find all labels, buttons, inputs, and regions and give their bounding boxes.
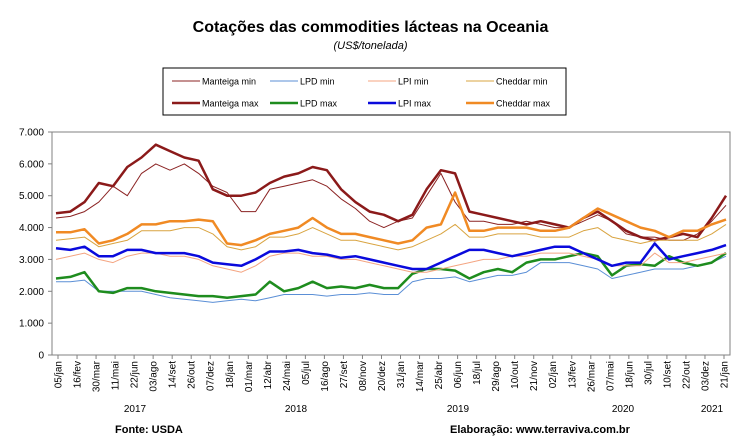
x-tick-label: 06/jun bbox=[453, 361, 464, 388]
x-tick-label: 14/mar bbox=[415, 360, 426, 392]
chart-title: Cotações das commodities lácteas na Ocea… bbox=[192, 19, 549, 36]
x-tick-label: 29/ago bbox=[491, 361, 502, 392]
legend-label: Manteiga max bbox=[202, 99, 259, 109]
x-tick-label: 30/mar bbox=[92, 360, 103, 392]
credit-note: Elaboração: www.terraviva.com.br bbox=[450, 424, 630, 436]
x-tick-label: 02/jan bbox=[548, 361, 559, 388]
legend-label: Cheddar max bbox=[496, 99, 551, 109]
legend-label: Cheddar min bbox=[496, 77, 548, 87]
legend-frame bbox=[162, 67, 567, 116]
y-tick-label: 2.000 bbox=[19, 287, 44, 298]
x-tick-label: 31/jan bbox=[396, 361, 407, 388]
y-tick-label: 6.000 bbox=[19, 159, 44, 170]
x-tick-label: 22/out bbox=[681, 361, 692, 389]
series-line-cheddar-min bbox=[55, 223, 727, 251]
x-tick-label: 16/ago bbox=[320, 361, 331, 392]
x-tick-label: 18/jul bbox=[472, 361, 483, 385]
legend-label: LPD min bbox=[300, 77, 335, 87]
x-tick-label: 10/set bbox=[662, 361, 673, 388]
plot-area bbox=[51, 131, 731, 356]
y-tick-label: 0 bbox=[38, 351, 44, 362]
legend-label: Manteiga min bbox=[202, 77, 256, 87]
x-tick-label: 03/dez bbox=[700, 361, 711, 391]
x-tick-label: 21/nov bbox=[529, 361, 540, 391]
x-tick-label: 18/jun bbox=[624, 361, 635, 388]
x-tick-label: 30/jul bbox=[643, 361, 654, 385]
x-tick-label: 25/abr bbox=[434, 360, 445, 389]
series-layer bbox=[55, 143, 728, 303]
legend-label: LPD max bbox=[300, 99, 338, 109]
series-line-lpd-min bbox=[56, 255, 727, 303]
x-tick-label: 07/mai bbox=[605, 361, 616, 391]
x-tick-label: 12/abr bbox=[263, 360, 274, 389]
series-line-lpd-max bbox=[55, 251, 727, 299]
year-label: 2019 bbox=[447, 404, 470, 415]
y-tick-label: 7.000 bbox=[19, 128, 44, 139]
axes bbox=[48, 131, 731, 359]
x-tick-label: 14/set bbox=[168, 361, 179, 388]
x-tick-label: 01/mar bbox=[244, 360, 255, 392]
series-line-lpi-max bbox=[55, 242, 727, 271]
y-tick-label: 4.000 bbox=[19, 223, 44, 234]
legend: Manteiga min LPD min LPI min Cheddar min Man… bbox=[162, 67, 567, 116]
x-tick-label: 03/ago bbox=[149, 361, 160, 392]
axis-labels: 0 1.000 2.000 3.000 4.000 5.000 6.000 7.000 05/j… bbox=[19, 128, 731, 416]
x-tick-label: 13/fev bbox=[567, 361, 578, 388]
x-tick-label: 08/nov bbox=[358, 361, 369, 391]
x-tick-label: 20/dez bbox=[377, 361, 388, 391]
x-tick-label: 24/mai bbox=[282, 361, 293, 391]
year-label: 2021 bbox=[701, 404, 724, 415]
x-tick-label: 05/jul bbox=[301, 361, 312, 385]
x-tick-label: 21/jan bbox=[720, 361, 731, 388]
x-tick-label: 07/dez bbox=[206, 361, 217, 391]
y-tick-label: 3.000 bbox=[19, 255, 44, 266]
year-label: 2017 bbox=[124, 404, 147, 415]
series-line-cheddar-max bbox=[56, 191, 727, 247]
x-tick-label: 27/set bbox=[339, 361, 350, 388]
legend-label: LPI min bbox=[398, 77, 429, 87]
y-tick-label: 1.000 bbox=[19, 319, 44, 330]
y-tick-label: 5.000 bbox=[19, 191, 44, 202]
x-tick-label: 26/out bbox=[187, 361, 198, 389]
x-tick-label: 18/jan bbox=[225, 361, 236, 388]
year-label: 2020 bbox=[612, 404, 635, 415]
chart-subtitle: (US$/tonelada) bbox=[333, 40, 408, 52]
x-tick-label: 26/mar bbox=[586, 360, 597, 392]
x-tick-label: 22/jun bbox=[130, 361, 141, 388]
series-line-manteiga-max bbox=[55, 143, 728, 242]
x-tick-label: 05/jan bbox=[54, 361, 65, 388]
year-label: 2018 bbox=[285, 404, 308, 415]
x-tick-label: 11/mai bbox=[111, 361, 122, 390]
source-note: Fonte: USDA bbox=[115, 424, 183, 436]
x-tick-label: 10/out bbox=[510, 361, 521, 389]
x-tick-label: 16/fev bbox=[73, 361, 84, 388]
legend-label: LPI max bbox=[398, 99, 432, 109]
